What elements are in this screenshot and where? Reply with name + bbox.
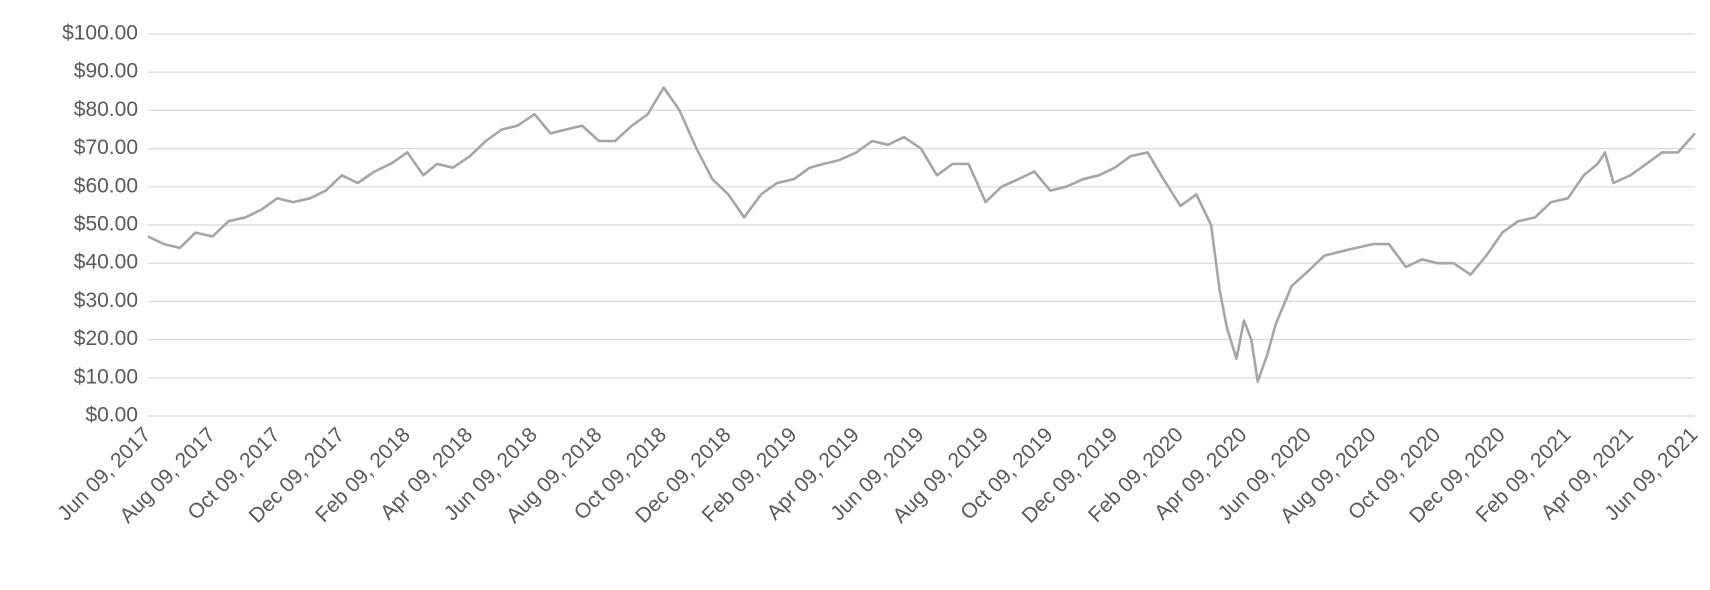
y-tick-label: $10.00 bbox=[74, 365, 138, 388]
y-tick-label: $80.00 bbox=[74, 98, 138, 121]
y-tick-label: $20.00 bbox=[74, 327, 138, 350]
y-tick-label: $70.00 bbox=[74, 136, 138, 159]
price-line bbox=[147, 86, 1696, 383]
y-tick-label: $40.00 bbox=[74, 251, 138, 274]
y-tick-label: $0.00 bbox=[85, 404, 138, 427]
y-tick-label: $90.00 bbox=[74, 60, 138, 83]
y-tick-label: $60.00 bbox=[74, 174, 138, 197]
y-tick-label: $100.00 bbox=[62, 22, 138, 45]
y-tick-label: $50.00 bbox=[74, 213, 138, 236]
y-tick-label: $30.00 bbox=[74, 289, 138, 312]
